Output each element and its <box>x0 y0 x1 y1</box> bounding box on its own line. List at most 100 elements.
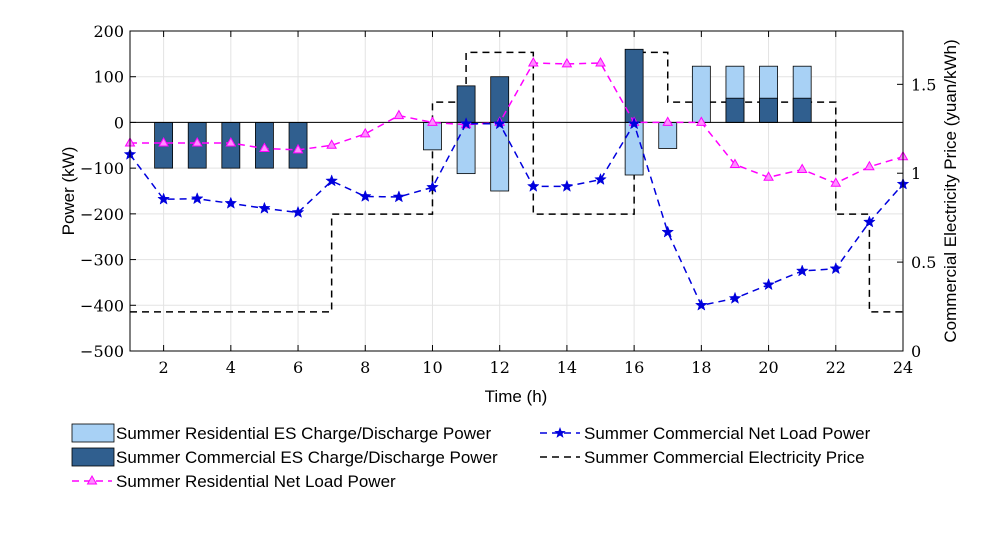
legend-label: Summer Residential Net Load Power <box>116 472 396 491</box>
residential-net-load-point <box>292 143 304 154</box>
commercial-net-load-point <box>829 261 843 275</box>
x-axis-label: Time (h) <box>485 387 548 406</box>
y-tick-label: 100 <box>93 68 124 87</box>
commercial-es-bar <box>456 85 476 123</box>
x-tick-label: 22 <box>826 358 846 377</box>
legend-triangle-marker <box>86 474 98 485</box>
residential-es-bar <box>658 122 678 149</box>
residential-net-load-point <box>359 127 371 138</box>
commercial-es-bar <box>759 97 778 123</box>
residential-es-bar <box>490 122 510 192</box>
legend: Summer Residential ES Charge/Discharge P… <box>65 416 905 496</box>
residential-net-load-point <box>830 177 842 187</box>
x-tick-label: 24 <box>893 358 913 377</box>
commercial-net-load-point <box>291 205 305 218</box>
y-tick-label: −400 <box>80 296 124 315</box>
commercial-net-load-point <box>392 190 406 203</box>
residential-net-load-point <box>225 136 237 147</box>
grid-lines <box>130 30 904 352</box>
y2-axis-label: Commercial Electricity Price (yuan/kWh) <box>941 39 960 342</box>
legend-label: Summer Residential ES Charge/Discharge P… <box>116 424 491 443</box>
price-step-line <box>130 51 903 313</box>
commercial-net-load-point <box>728 291 742 304</box>
y2-tick-label: 0 <box>911 342 921 361</box>
y-tick-label: −200 <box>80 205 124 224</box>
residential-net-load-point <box>763 171 774 181</box>
residential-es-bar <box>423 122 442 151</box>
y-tick-label: −300 <box>80 251 124 270</box>
commercial-net-load-point <box>526 179 540 192</box>
residential-net-load-point <box>191 136 203 147</box>
commercial-net-load-point <box>224 196 238 209</box>
y-tick-label: 200 <box>93 22 124 41</box>
residential-net-load-point <box>662 116 674 126</box>
commercial-net-load-point <box>762 277 775 291</box>
residential-net-load-point <box>393 109 405 120</box>
commercial-es-bar <box>490 76 510 123</box>
x-tick-label: 6 <box>293 358 303 377</box>
x-tick-label: 14 <box>557 358 577 377</box>
legend-swatch-bar <box>71 447 115 467</box>
legend-star-marker <box>554 427 566 438</box>
y2-tick-label: 1 <box>911 164 921 183</box>
legend-swatch-bar <box>71 423 115 443</box>
x-tick-label: 20 <box>758 358 778 377</box>
x-tick-label: 2 <box>159 358 169 377</box>
residential-es-bar <box>624 122 644 176</box>
y-tick-label: 0 <box>114 113 124 132</box>
residential-es-bar <box>691 65 711 123</box>
commercial-net-load-point <box>560 179 574 192</box>
commercial-net-load-point <box>325 174 339 187</box>
axes <box>129 30 904 352</box>
commercial-net-load-point <box>493 117 507 130</box>
x-tick-label: 10 <box>422 358 442 377</box>
x-tick-label: 16 <box>624 358 644 377</box>
price-line-layer <box>130 51 903 313</box>
commercial-net-load-point <box>190 192 204 205</box>
residential-es-bar <box>456 122 476 175</box>
x-tick-label: 8 <box>360 358 370 377</box>
y-tick-label: −100 <box>80 159 124 178</box>
x-tick-label: 18 <box>691 358 711 377</box>
x-tick-label: 12 <box>490 358 510 377</box>
y2-tick-label: 0.5 <box>911 253 936 272</box>
commercial-es-bar <box>792 97 812 123</box>
commercial-es-bar <box>725 97 745 123</box>
commercial-net-load-point <box>358 189 372 202</box>
tick-labels: 2 4 6 8 10 12 14 16 18 20 22 24−500−400−300−200−100… <box>80 22 936 377</box>
residential-net-load-point <box>259 142 270 152</box>
commercial-net-load-point <box>795 264 809 277</box>
legend-label: Summer Commercial Net Load Power <box>584 424 871 443</box>
commercial-net-load-point <box>694 298 708 311</box>
residential-net-load-point <box>729 158 741 168</box>
residential-net-load-point <box>561 57 573 68</box>
residential-net-load-point <box>595 56 606 67</box>
residential-net-load-point <box>864 160 875 171</box>
y-tick-label: −500 <box>80 342 124 361</box>
x-tick-label: 4 <box>226 358 236 377</box>
commercial-net-load-point <box>594 172 607 185</box>
commercial-net-load-point <box>627 117 641 130</box>
line-layer <box>123 56 910 311</box>
residential-net-load-point <box>326 139 338 149</box>
legend-box <box>65 416 905 496</box>
y2-tick-label: 1.5 <box>911 75 936 94</box>
commercial-net-load-point <box>258 201 271 214</box>
plot-frame <box>129 30 904 352</box>
residential-net-load-point <box>527 56 539 67</box>
legend-label: Summer Commercial Electricity Price <box>584 448 865 467</box>
commercial-net-load-point <box>459 117 473 130</box>
y-axis-label: Power (kW) <box>59 147 78 236</box>
commercial-net-load-point <box>157 192 170 205</box>
bar-layer <box>154 48 812 192</box>
residential-net-load-point <box>427 116 438 126</box>
commercial-net-load-point <box>661 225 675 238</box>
legend-label: Summer Commercial ES Charge/Discharge Po… <box>116 448 498 467</box>
commercial-net-load-point <box>863 215 876 228</box>
residential-net-load-line <box>130 62 904 185</box>
residential-net-load-point <box>796 163 808 174</box>
commercial-net-load-line <box>129 121 904 307</box>
residential-net-load-point <box>158 136 169 147</box>
commercial-net-load-point <box>426 180 439 193</box>
